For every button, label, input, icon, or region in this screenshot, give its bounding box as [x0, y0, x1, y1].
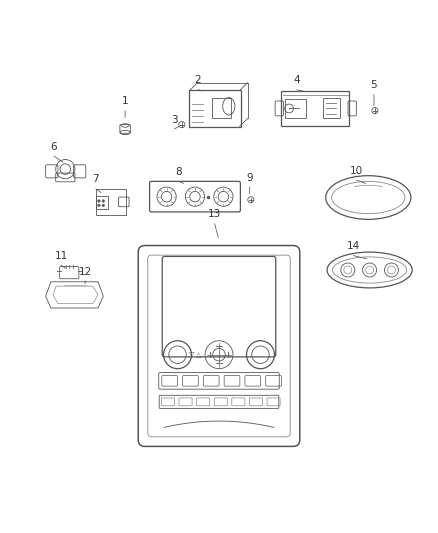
Text: 12: 12 [79, 266, 92, 277]
Circle shape [102, 200, 105, 203]
Text: 8: 8 [176, 167, 182, 177]
Text: 6: 6 [51, 142, 57, 152]
Text: 2: 2 [195, 75, 201, 85]
Circle shape [102, 204, 105, 207]
Text: ▽: ▽ [189, 352, 194, 358]
Text: 7: 7 [92, 174, 99, 184]
Text: 9: 9 [246, 173, 253, 183]
Text: 14: 14 [347, 241, 360, 251]
Text: △: △ [196, 352, 201, 358]
Text: 11: 11 [54, 251, 67, 261]
Text: 10: 10 [350, 166, 363, 176]
Text: 13: 13 [208, 209, 221, 220]
Text: 4: 4 [293, 75, 300, 85]
Circle shape [98, 204, 100, 207]
Circle shape [98, 200, 100, 203]
Text: 3: 3 [171, 115, 178, 125]
Text: 1: 1 [122, 96, 128, 106]
Text: 5: 5 [371, 80, 377, 90]
